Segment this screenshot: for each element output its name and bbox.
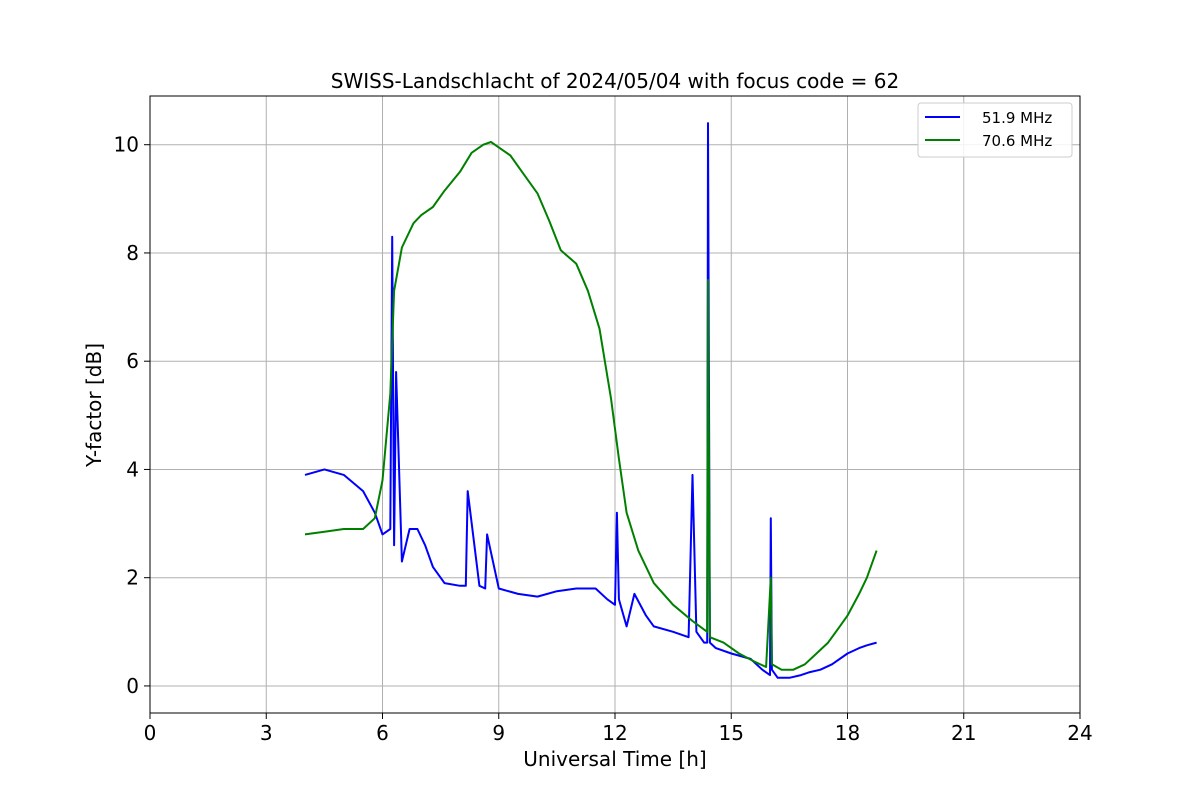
y-axis-label: Y-factor [dB] [82,343,106,468]
x-axis-label: Universal Time [h] [523,747,706,771]
x-tick-label: 9 [492,721,505,745]
series-line-51-9-mhz [304,122,877,679]
series-line-70-6-mhz [304,141,878,671]
y-tick-label: 6 [126,349,139,373]
legend: 51.9 MHz 70.6 MHz [917,102,1073,158]
x-tick-label: 3 [260,721,273,745]
x-tick-label: 6 [376,721,389,745]
x-tick-label: 21 [951,721,976,745]
x-tick-label: 0 [144,721,157,745]
legend-label-51-9-mhz: 51.9 MHz [982,109,1052,127]
x-tick-label: 24 [1067,721,1092,745]
y-tick-label: 4 [126,457,139,481]
legend-label-70-6-mhz: 70.6 MHz [982,132,1052,150]
y-tick-label: 2 [126,566,139,590]
y-tick-label: 8 [126,241,139,265]
chart-title: SWISS-Landschlacht of 2024/05/04 with fo… [331,69,899,93]
x-tick-label: 18 [835,721,860,745]
x-tick-label: 15 [719,721,744,745]
y-tick-label: 10 [114,133,139,157]
x-tick-label: 12 [602,721,627,745]
y-tick-label: 0 [126,674,139,698]
series-layer [304,122,878,679]
